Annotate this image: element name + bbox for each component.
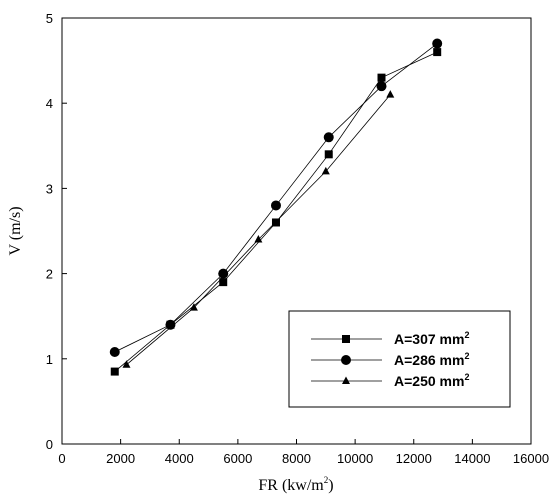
y-tick-label: 3 [46,181,53,196]
series-2-point [109,346,120,357]
legend-label-3: A=250 mm2 [394,372,469,389]
y-axis-title: V (m/s) [7,206,24,255]
x-tick-label: 10000 [337,451,373,466]
x-tick-label: 0 [58,451,65,466]
series-layer [109,38,443,376]
series-3-point [122,360,131,368]
series-3-point [386,90,395,98]
y-tick-label: 2 [46,267,53,282]
series-2-point [323,132,334,143]
legend-box [288,310,511,408]
legend-marker-1 [342,335,350,343]
series-1-point [271,218,280,227]
y-tick-label: 1 [46,352,53,367]
series-2-point [270,200,281,211]
series-1-point [324,150,333,159]
series-1-point [219,278,228,287]
x-tick-label: 12000 [396,451,432,466]
series-1-point [433,48,442,57]
y-tick-label: 5 [46,11,53,26]
series-3-point [189,303,198,311]
series-2-point [218,268,229,279]
x-axis-title: FR (kw/m2) [258,475,333,494]
x-tick-label: 14000 [454,451,490,466]
y-tick-label: 0 [46,437,53,452]
y-tick-label: 4 [46,96,53,111]
legend-marker-2 [341,355,351,365]
x-tick-label: 6000 [223,451,252,466]
legend-items: A=307 mm2 A=286 mm2 A=250 mm2 [311,330,469,389]
series-1-point [377,73,386,82]
x-tick-label: 8000 [282,451,311,466]
y-axis-ticks: 0 1 2 3 4 5 [46,11,67,452]
series-3-point [321,166,330,175]
series-2-point [432,38,443,49]
legend: A=307 mm2 A=286 mm2 A=250 mm2 [288,310,511,408]
x-tick-label: 16000 [513,451,549,466]
legend-label-1: A=307 mm2 [394,330,469,347]
legend-label-2: A=286 mm2 [394,351,469,368]
series-3-point [254,235,263,243]
legend-marker-3 [342,376,350,384]
series-2-point [376,81,387,92]
series-2-point [165,319,176,330]
x-axis-ticks: 0 2000 4000 6000 8000 10000 12000 14000 16000 [58,439,549,466]
series-1-point [110,367,119,376]
series-line-2 [114,43,438,353]
x-tick-label: 2000 [106,451,135,466]
x-tick-label: 4000 [165,451,194,466]
